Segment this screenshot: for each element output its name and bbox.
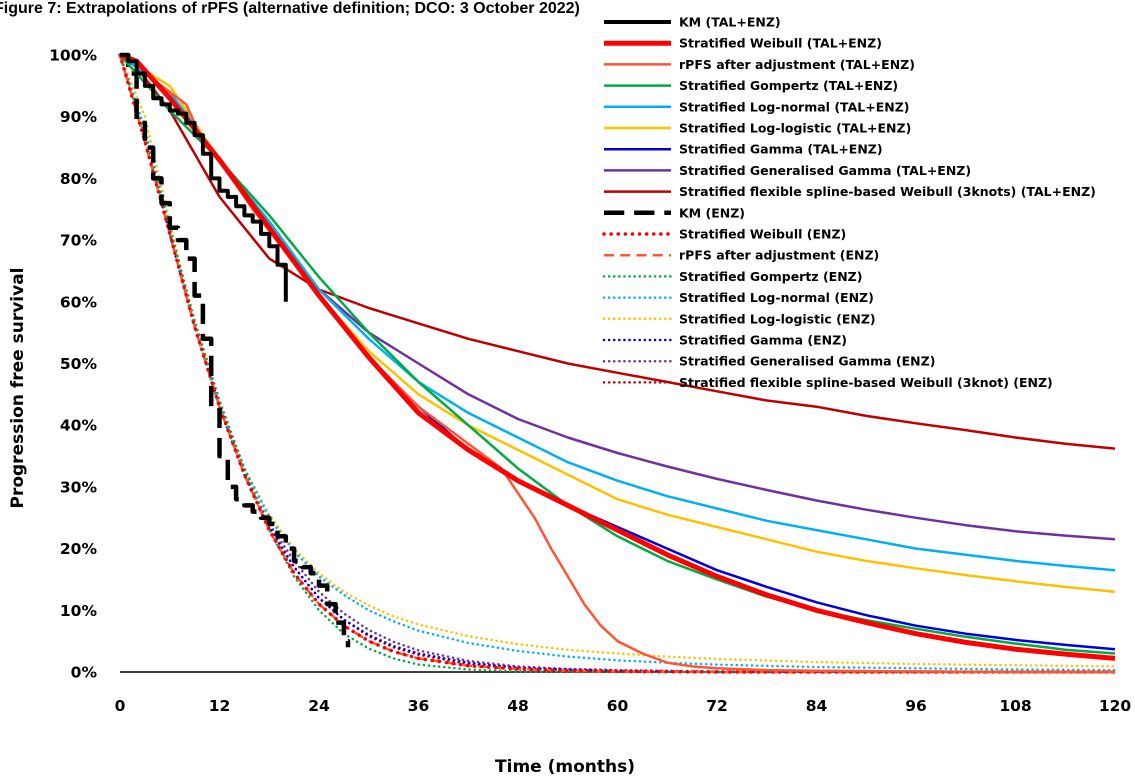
x-tick-label: 96 [905,697,927,715]
x-tick-label: 0 [115,697,126,715]
legend-label: Stratified Gamma (ENZ) [679,333,847,348]
y-tick-label: 90% [60,108,98,126]
x-tick-labels: 0 12 24 36 48 60 72 84 96 108 120 [115,697,1132,715]
x-tick-label: 120 [1099,697,1132,715]
legend-label: rPFS after adjustment (ENZ) [679,248,879,263]
y-axis-title: Progression free survival [8,267,28,508]
y-tick-label: 30% [60,478,98,496]
y-tick-labels: 0% 10% 20% 30% 40% 50% 60% 70% 80% 90% 100% [49,47,97,682]
x-tick-label: 24 [308,697,330,715]
series-line [119,53,1115,674]
legend-label: KM (ENZ) [679,205,745,220]
y-tick-label: 10% [60,602,98,620]
series-line [118,53,1117,672]
y-tick-label: 70% [60,232,98,250]
legend-label: Stratified Generalised Gamma (TAL+ENZ) [679,163,971,178]
legend-label: Stratified Log-logistic (ENZ) [679,311,876,326]
legend-label: rPFS after adjustment (TAL+ENZ) [679,57,915,72]
legend-label: Stratified Weibull (ENZ) [679,227,846,242]
chart-title: Figure 7: Extrapolations of rPFS (altern… [0,0,580,17]
y-tick-label: 0% [71,664,98,682]
legend-label: Stratified Log-normal (TAL+ENZ) [679,99,909,114]
legend-label: Stratified Generalised Gamma (ENZ) [679,354,935,369]
x-tick-label: 60 [607,697,629,715]
legend-label: Stratified flexible spline-based Weibull… [679,375,1053,390]
series-line [119,53,1116,572]
y-tick-label: 60% [60,293,98,311]
series-line [119,53,1116,651]
legend-label: Stratified flexible spline-based Weibull… [679,184,1096,199]
series-line [118,53,1117,674]
x-tick-label: 108 [999,697,1031,715]
series-line [119,53,1116,594]
series-line [118,53,1117,674]
series-line [119,53,1116,450]
y-tick-label: 100% [49,47,97,65]
legend-label: Stratified Gamma (TAL+ENZ) [679,142,883,157]
x-tick-label: 12 [209,697,231,715]
series-line [118,53,1117,674]
legend-label: Stratified Log-logistic (TAL+ENZ) [679,121,911,136]
series-line [119,54,1116,655]
y-tick-label: 40% [60,417,98,435]
x-tick-label: 36 [408,697,430,715]
y-tick-label: 50% [60,355,98,373]
legend-label: Stratified Gompertz (TAL+ENZ) [679,78,898,93]
series-line [118,53,1117,674]
series-line [120,52,351,648]
series-line [118,53,1117,668]
x-tick-label: 84 [806,697,828,715]
plot-series [118,52,1117,674]
legend-label: KM (TAL+ENZ) [679,15,781,30]
y-tick-label: 80% [60,170,98,188]
legend: KM (TAL+ENZ) Stratified Weibull (TAL+ENZ)… [602,15,1096,390]
x-tick-label: 72 [706,697,728,715]
series-line [118,53,1117,674]
x-axis-title: Time (months) [495,757,635,777]
series-line [118,54,1115,674]
legend-label: Stratified Weibull (TAL+ENZ) [679,36,882,51]
legend-label: Stratified Log-normal (ENZ) [679,290,874,305]
series-line [119,52,1116,661]
x-tick-label: 48 [507,697,529,715]
series-line [120,53,288,302]
y-tick-label: 20% [60,540,98,558]
legend-label: Stratified Gompertz (ENZ) [679,269,862,284]
